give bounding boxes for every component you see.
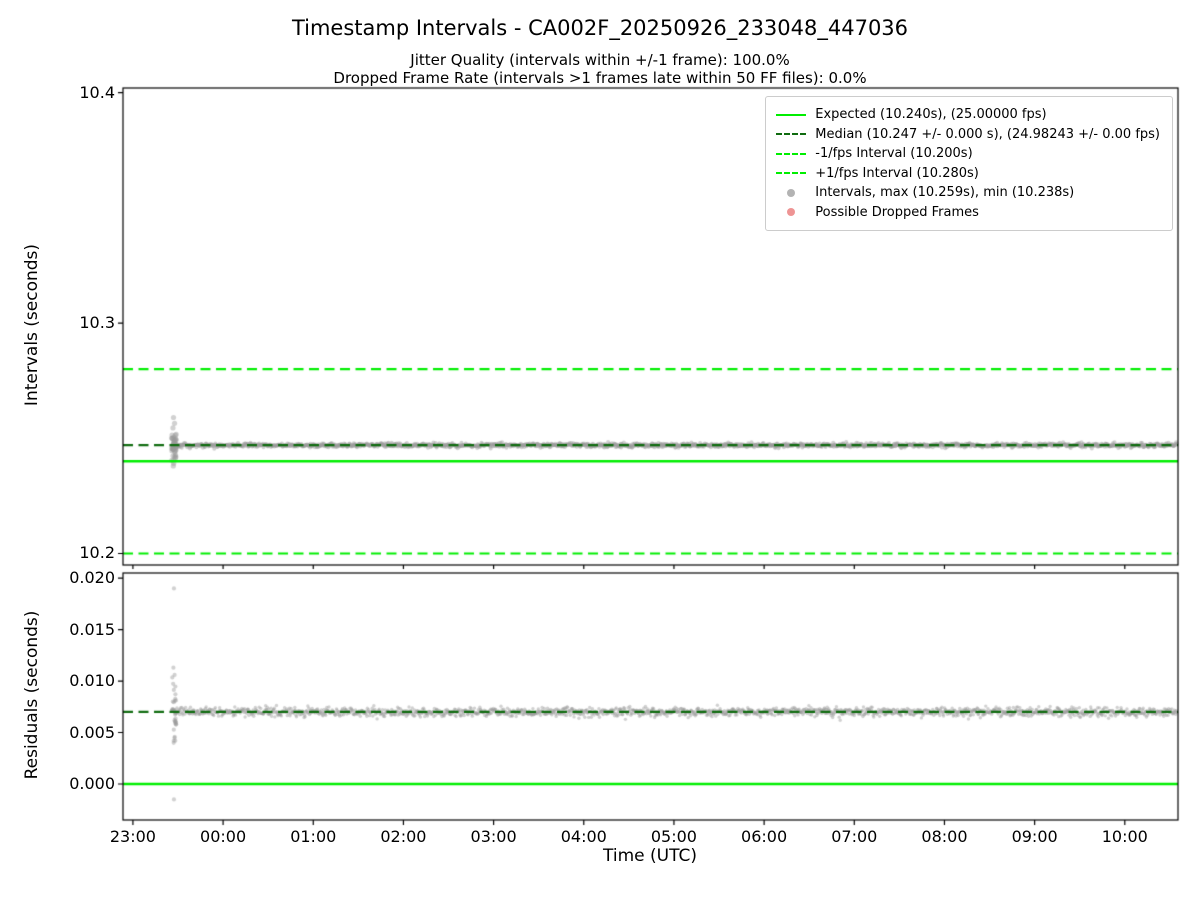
legend-entry: Possible Dropped Frames [776, 203, 1160, 223]
chart-title: Timestamp Intervals - CA002F_20250926_23… [291, 16, 909, 40]
legend-label: Median (10.247 +/- 0.000 s), (24.98243 +… [815, 126, 1160, 142]
line-sample-icon [776, 133, 807, 136]
chart-subtitle-dropped-frame-rate: Dropped Frame Rate (intervals >1 frames … [333, 69, 867, 87]
legend-entry: -1/fps Interval (10.200s) [776, 144, 1160, 164]
y-axis-label-residuals: Residuals (seconds) [22, 610, 42, 780]
ytick-residuals-0.000: 0.000 [69, 773, 115, 793]
x-axis-label-time-utc: Time (UTC) [603, 846, 697, 866]
ytick-intervals-10.3: 10.3 [79, 313, 115, 333]
ytick-intervals-10.2: 10.2 [79, 543, 115, 563]
legend-label: -1/fps Interval (10.200s) [815, 146, 973, 162]
legend-entry: Expected (10.240s), (25.00000 fps) [776, 105, 1160, 125]
xtick-23:00: 23:00 [109, 827, 156, 846]
legend-entry: Median (10.247 +/- 0.000 s), (24.98243 +… [776, 125, 1160, 145]
xtick-00:00: 00:00 [200, 827, 247, 846]
legend-dot-swatch-icon [776, 188, 806, 197]
ytick-residuals-0.020: 0.020 [69, 568, 115, 588]
xtick-04:00: 04:00 [560, 827, 607, 846]
xtick-08:00: 08:00 [921, 827, 968, 846]
legend-line-swatch-icon [776, 172, 807, 175]
xtick-02:00: 02:00 [380, 827, 427, 846]
xtick-09:00: 09:00 [1011, 827, 1058, 846]
line-sample-icon [776, 113, 807, 116]
legend-dot-swatch-icon [776, 208, 806, 217]
xtick-05:00: 05:00 [650, 827, 697, 846]
legend-entry: +1/fps Interval (10.280s) [776, 164, 1160, 184]
legend-label: +1/fps Interval (10.280s) [815, 165, 979, 181]
xtick-07:00: 07:00 [831, 827, 878, 846]
dot-sample-icon [787, 208, 796, 217]
line-sample-icon [776, 152, 807, 155]
ytick-residuals-0.010: 0.010 [69, 671, 115, 691]
ytick-residuals-0.015: 0.015 [69, 619, 115, 639]
ytick-residuals-0.005: 0.005 [69, 722, 115, 742]
xtick-06:00: 06:00 [741, 827, 788, 846]
dot-sample-icon [787, 188, 796, 197]
legend-line-swatch-icon [776, 133, 807, 136]
xtick-03:00: 03:00 [470, 827, 517, 846]
legend: Expected (10.240s), (25.00000 fps) Median… [765, 96, 1173, 231]
line-sample-icon [776, 172, 807, 175]
xtick-10:00: 10:00 [1101, 827, 1148, 846]
xtick-01:00: 01:00 [290, 827, 337, 846]
chart-subtitle-jitter-quality: Jitter Quality (intervals within +/-1 fr… [410, 51, 790, 69]
legend-label: Intervals, max (10.259s), min (10.238s) [815, 185, 1075, 201]
legend-label: Expected (10.240s), (25.00000 fps) [815, 107, 1047, 123]
legend-line-swatch-icon [776, 113, 807, 116]
ytick-intervals-10.4: 10.4 [79, 82, 115, 102]
legend-entry: Intervals, max (10.259s), min (10.238s) [776, 183, 1160, 203]
legend-line-swatch-icon [776, 152, 807, 155]
legend-label: Possible Dropped Frames [815, 204, 979, 220]
